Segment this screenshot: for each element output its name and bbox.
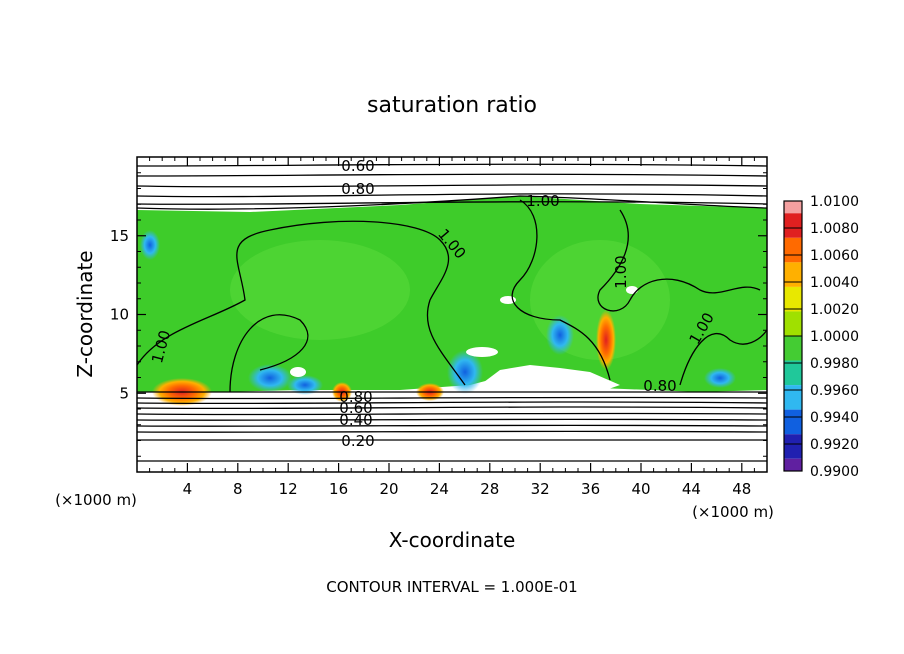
colorbar-swatch	[784, 385, 802, 410]
x-unit-right: (×1000 m)	[692, 503, 774, 521]
y-tick-label: 15	[110, 227, 129, 245]
hotspot-region	[596, 310, 616, 370]
x-tick-label: 4	[183, 480, 193, 498]
colorbar-swatch	[784, 311, 802, 336]
coldspot-region	[546, 315, 574, 355]
contour-label: 1.00	[526, 192, 559, 210]
contour-line	[137, 424, 767, 427]
contour-line	[137, 195, 767, 210]
x-axis-label: X-coordinate	[389, 528, 516, 552]
colorbar-label: 1.0020	[810, 302, 859, 318]
coldspot-region	[287, 375, 323, 395]
contour-label: 0.80	[341, 180, 374, 198]
coldspot-region	[248, 364, 292, 392]
x-tick-label: 24	[430, 480, 449, 498]
x-tick-label: 16	[329, 480, 348, 498]
colorbar-label: 1.0000	[810, 329, 859, 345]
colorbar-swatch	[784, 360, 802, 386]
field-patch	[230, 240, 410, 340]
clear-region	[480, 365, 620, 392]
contour-label: 0.60	[339, 399, 372, 417]
contour-line	[137, 184, 767, 188]
clear-region	[290, 367, 306, 377]
colorbar-swatch	[784, 213, 802, 238]
chart-title: saturation ratio	[367, 93, 537, 118]
contour-line	[137, 193, 767, 198]
contour-label: 0.80	[339, 388, 372, 406]
y-tick-label: 10	[110, 306, 129, 324]
contour-label: 0.20	[341, 432, 374, 450]
colorbar-label: 1.0040	[810, 275, 859, 291]
colorbar-label: 1.0100	[810, 194, 859, 210]
x-tick-label: 8	[233, 480, 243, 498]
x-ticks: 4 8 12 16 20 24 28 32 36 40 44 48	[149, 157, 755, 498]
colorbar-swatch	[784, 336, 802, 361]
contour-line	[137, 412, 767, 416]
x-tick-label: 28	[480, 480, 499, 498]
colorbar-label: 0.9960	[810, 383, 859, 399]
colorbar-label: 0.9920	[810, 437, 859, 453]
x-tick-label: 40	[631, 480, 650, 498]
contour-line	[137, 430, 767, 433]
contour-line	[137, 406, 767, 410]
contour-interval-footer: CONTOUR INTERVAL = 1.000E-01	[326, 578, 577, 596]
colorbar-swatch	[784, 237, 802, 263]
colorbar-label: 0.9980	[810, 356, 859, 372]
contour-line	[597, 209, 761, 312]
coldspot-region	[704, 368, 736, 388]
x-tick-label: 48	[732, 480, 751, 498]
contour-line	[137, 401, 767, 405]
coldspot-region	[140, 230, 160, 260]
colorbar-swatch	[784, 458, 802, 471]
y-axis-label: Z-coordinate	[73, 250, 97, 377]
colorbar-swatch	[784, 286, 802, 312]
colorbar-label: 1.0060	[810, 248, 859, 264]
colorbar-swatch	[784, 262, 802, 287]
y-ticks: 5 10 15	[110, 172, 767, 457]
x-tick-label: 32	[531, 480, 550, 498]
x-tick-label: 44	[682, 480, 701, 498]
x-tick-label: 12	[279, 480, 298, 498]
x-unit-left: (×1000 m)	[55, 491, 137, 509]
contour-line	[137, 163, 767, 167]
colorbar-swatch	[784, 201, 802, 214]
contour-label: 0.60	[341, 157, 374, 175]
colorbar-swatch	[784, 434, 802, 459]
contour-line	[137, 220, 466, 393]
contour-line	[679, 329, 767, 386]
clear-region	[466, 347, 498, 357]
contour-label: 0.80	[643, 377, 676, 395]
colorbar-label: 0.9940	[810, 410, 859, 426]
colorbar-legend: 1.0100 1.0080 1.0060 1.0040 1.0020 1.0000 0.99…	[783, 194, 859, 480]
contour-line	[137, 173, 767, 177]
colorbar-label: 0.9900	[810, 464, 859, 480]
x-tick-label: 20	[379, 480, 398, 498]
contour-line	[511, 199, 611, 381]
coldspot-region	[447, 350, 483, 394]
colorbar-label: 1.0080	[810, 221, 859, 237]
contour-line	[137, 418, 767, 421]
contour-label: 0.40	[339, 411, 372, 429]
y-tick-label: 5	[119, 384, 129, 402]
contour-label: 1.00	[612, 255, 630, 288]
x-tick-label: 36	[581, 480, 600, 498]
contour-line	[137, 396, 767, 400]
colorbar-swatch	[784, 409, 802, 435]
